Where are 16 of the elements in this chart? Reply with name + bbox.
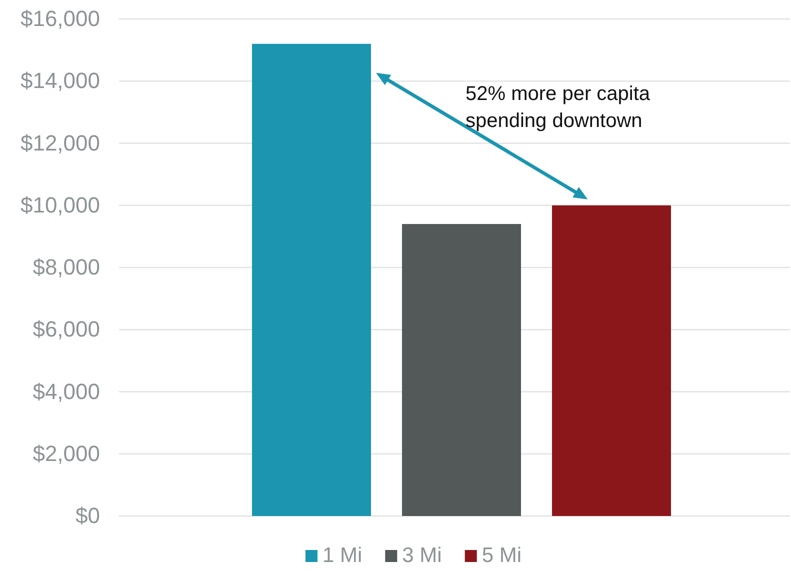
y-tick-label: $0 — [76, 503, 100, 528]
y-tick-label: $4,000 — [32, 378, 100, 404]
y-tick-label: $2,000 — [32, 440, 100, 466]
y-tick-label: $12,000 — [20, 130, 100, 156]
y-tick-label: $10,000 — [20, 192, 100, 218]
annotation: 52% more per capita spending downtown — [466, 83, 651, 132]
y-tick-label: $14,000 — [20, 68, 100, 94]
bar — [402, 224, 521, 516]
bar — [552, 205, 671, 516]
legend-label: 5 Mi — [482, 544, 522, 567]
legend-label: 3 Mi — [402, 544, 442, 567]
y-tick-label: $16,000 — [20, 6, 100, 32]
legend-label: 1 Mi — [322, 544, 362, 567]
y-tick-label: $8,000 — [32, 254, 100, 280]
bar — [252, 44, 371, 516]
y-tick-label: $6,000 — [32, 316, 100, 342]
